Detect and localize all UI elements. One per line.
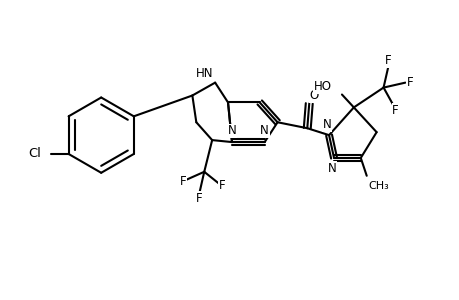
Text: N: N (227, 124, 236, 137)
Text: F: F (391, 104, 398, 117)
Text: F: F (180, 175, 186, 188)
Text: HO: HO (313, 80, 331, 93)
Text: F: F (196, 192, 202, 205)
Text: F: F (406, 76, 413, 89)
Text: N: N (327, 162, 336, 175)
Text: CH₃: CH₃ (368, 181, 389, 191)
Text: HN: HN (195, 67, 213, 80)
Text: Cl: Cl (28, 148, 41, 160)
Text: F: F (218, 179, 225, 192)
Text: N: N (260, 124, 269, 137)
Text: N: N (322, 118, 331, 131)
Text: F: F (384, 54, 391, 67)
Text: O: O (309, 89, 318, 102)
